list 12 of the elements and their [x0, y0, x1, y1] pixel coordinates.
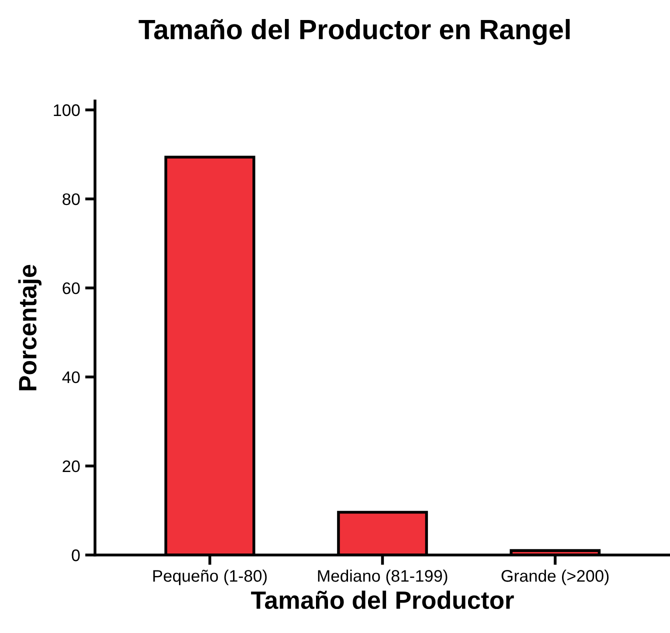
y-axis-title: Porcentaje: [18, 264, 42, 390]
x-axis-title: Tamaño del Productor: [251, 590, 514, 610]
y-tick-label: 80: [62, 193, 80, 206]
y-tick-label: 0: [72, 549, 80, 562]
x-tick-label: Pequeño (1-80): [153, 570, 267, 586]
y-tick-label: 20: [62, 460, 80, 472]
chart-title: Tamaño del Productor en Rangel: [138, 18, 570, 46]
y-tick-label: 40: [62, 371, 80, 384]
x-tick-label: Grande (>200): [502, 570, 609, 586]
x-tick-label: Mediano (81-199): [318, 570, 448, 586]
y-tick-label: 100: [54, 104, 80, 116]
y-tick-label: 60: [62, 282, 80, 294]
